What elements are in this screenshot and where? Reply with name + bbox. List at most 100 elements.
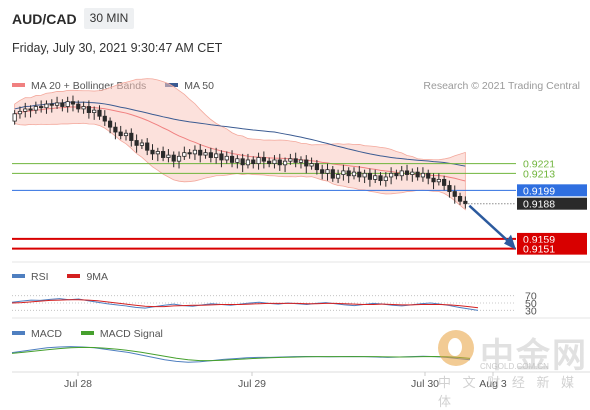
candle bbox=[383, 172, 388, 187]
candle bbox=[224, 151, 229, 164]
candle bbox=[447, 180, 452, 198]
legend-label-macd: MACD bbox=[31, 328, 62, 340]
candle bbox=[373, 169, 378, 184]
candle bbox=[129, 128, 134, 147]
candle-body bbox=[23, 108, 28, 112]
macd-series-signal bbox=[11, 346, 471, 362]
level-label-0.9213: 0.9213 bbox=[523, 168, 555, 180]
candle bbox=[139, 139, 145, 150]
candle-body bbox=[92, 109, 97, 113]
candle-body bbox=[298, 159, 304, 163]
macd-swatch bbox=[12, 331, 25, 336]
candle-body bbox=[330, 169, 335, 179]
title-bar: AUD/CAD 30 MIN bbox=[0, 0, 590, 36]
candle bbox=[442, 175, 447, 191]
candle bbox=[346, 167, 351, 184]
candle-body bbox=[208, 152, 213, 158]
candle-body bbox=[389, 172, 394, 178]
candle-body bbox=[224, 155, 229, 161]
candle bbox=[426, 169, 431, 185]
watermark-subtitle: 中 文 财 经 新 媒 体 bbox=[438, 375, 579, 409]
candle-body bbox=[76, 103, 81, 110]
candle-body bbox=[198, 149, 203, 156]
candle-body bbox=[12, 113, 17, 122]
level-label-0.9188-bg bbox=[517, 197, 587, 210]
candle-body bbox=[457, 195, 463, 202]
candle-body bbox=[442, 178, 447, 186]
candle bbox=[404, 164, 410, 181]
candle-body bbox=[145, 142, 150, 151]
chart-canvas[interactable]: 0.92210.92130.91990.91880.91590.91517050… bbox=[0, 0, 590, 400]
candle bbox=[314, 159, 319, 175]
legend-item-rsi: RSI bbox=[12, 271, 49, 283]
candle bbox=[298, 156, 304, 169]
candle-body bbox=[362, 172, 367, 178]
candle bbox=[97, 105, 102, 120]
candle-body bbox=[415, 171, 420, 178]
candle-body bbox=[17, 110, 23, 115]
candle-body bbox=[97, 109, 102, 117]
candle bbox=[171, 151, 176, 168]
candle-body bbox=[373, 175, 378, 180]
candle-body bbox=[261, 157, 266, 162]
candle bbox=[33, 101, 38, 114]
candle-body bbox=[309, 163, 314, 167]
candle bbox=[113, 122, 118, 140]
candle-body bbox=[81, 106, 86, 110]
candle-body bbox=[28, 108, 33, 111]
rsi-tick-label-50: 50 bbox=[525, 298, 537, 310]
forecast-arrowhead bbox=[504, 234, 516, 250]
candle-body bbox=[129, 132, 134, 141]
candle bbox=[357, 166, 362, 182]
legend-label-9ma: 9MA bbox=[86, 271, 109, 283]
candle-body bbox=[436, 178, 441, 183]
candle bbox=[267, 157, 272, 168]
candle-body bbox=[383, 176, 388, 182]
candle bbox=[65, 96, 70, 113]
candle bbox=[192, 145, 198, 160]
candle-body bbox=[214, 153, 219, 158]
candle bbox=[245, 153, 251, 169]
candle-body bbox=[229, 155, 235, 163]
candle bbox=[256, 152, 261, 170]
candle bbox=[378, 172, 383, 186]
candle-body bbox=[182, 152, 187, 157]
candle bbox=[288, 153, 293, 165]
time-tick-label: Jul 30 bbox=[411, 378, 439, 390]
candle-body bbox=[171, 154, 176, 162]
candle bbox=[261, 151, 266, 169]
candle-body bbox=[139, 142, 145, 146]
legend-item-macd-signal: MACD Signal bbox=[80, 328, 163, 340]
candle-body bbox=[320, 169, 325, 174]
candle-body bbox=[192, 149, 198, 155]
candle bbox=[86, 100, 91, 119]
candle-body bbox=[150, 149, 155, 155]
candle bbox=[49, 99, 54, 113]
candle-body bbox=[219, 153, 224, 161]
timeframe-badge[interactable]: 30 MIN bbox=[84, 8, 134, 29]
candle bbox=[351, 167, 357, 180]
legend-label-ma50: MA 50 bbox=[184, 80, 214, 92]
watermark-url: CNGOLD.COM.CN bbox=[480, 362, 549, 371]
candle bbox=[394, 169, 399, 180]
candle bbox=[219, 150, 224, 168]
candle-body bbox=[44, 103, 49, 109]
candle bbox=[70, 95, 76, 112]
macd-series-macd bbox=[11, 346, 471, 363]
candle-body bbox=[426, 172, 431, 179]
candle-body bbox=[267, 160, 272, 164]
watermark-logo bbox=[438, 330, 474, 366]
candle-body bbox=[240, 158, 245, 166]
candle-body bbox=[60, 102, 65, 107]
candle-body bbox=[282, 160, 288, 166]
candle bbox=[145, 138, 150, 156]
candle bbox=[325, 163, 330, 181]
rsi-swatch bbox=[12, 274, 25, 279]
candle bbox=[182, 146, 187, 160]
candle bbox=[431, 173, 436, 190]
time-tick-label: Aug 3 bbox=[479, 378, 507, 390]
candle-body bbox=[410, 171, 415, 175]
candle-body bbox=[378, 175, 383, 182]
candle bbox=[457, 192, 463, 205]
candle bbox=[389, 167, 394, 185]
